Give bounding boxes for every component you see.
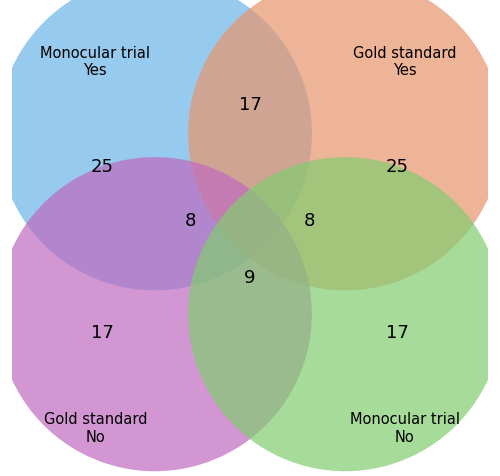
Circle shape: [0, 157, 312, 471]
Text: Monocular trial
Yes: Monocular trial Yes: [40, 46, 150, 78]
Circle shape: [188, 0, 500, 290]
Text: 25: 25: [91, 158, 114, 176]
Text: 9: 9: [244, 269, 256, 288]
Text: Monocular trial
No: Monocular trial No: [350, 412, 460, 445]
Text: 17: 17: [386, 324, 409, 342]
Circle shape: [188, 157, 500, 471]
Text: Gold standard
No: Gold standard No: [44, 412, 147, 445]
Text: 25: 25: [386, 158, 409, 176]
Text: 17: 17: [91, 324, 114, 342]
Text: 17: 17: [238, 96, 262, 114]
Text: Gold standard
Yes: Gold standard Yes: [353, 46, 457, 78]
Text: 8: 8: [185, 212, 196, 230]
Text: 8: 8: [304, 212, 315, 230]
Circle shape: [0, 0, 312, 290]
